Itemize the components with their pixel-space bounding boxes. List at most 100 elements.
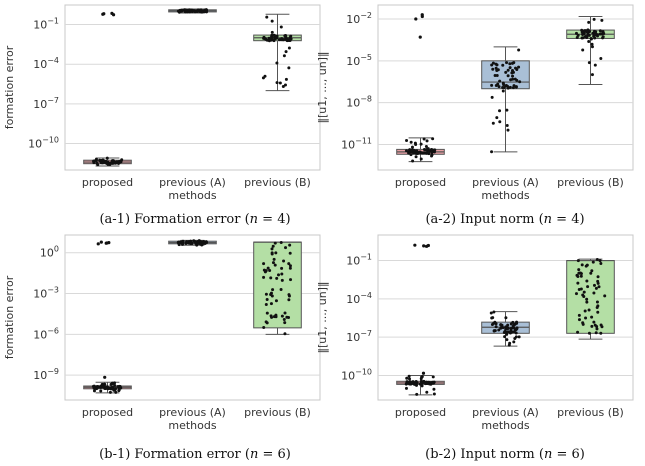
sample-point [274,299,278,303]
sample-point [518,80,522,84]
sample-point [494,322,498,326]
sample-point [283,332,287,336]
sample-point [511,86,515,90]
sample-point [597,285,601,289]
sample-point [94,158,98,162]
sample-point [289,37,293,41]
sample-point [270,19,274,23]
sample-point [429,381,433,385]
x-axis-label: methods [481,419,529,432]
y-axis-label: formation error [3,45,16,129]
sample-point [590,269,594,273]
sample-point [102,382,106,386]
sample-point [509,327,513,331]
x-axis-label: methods [168,189,216,202]
y-tick-label: 10−2 [346,11,372,26]
sample-point [498,79,502,83]
sample-point [105,156,109,160]
sample-point [505,123,509,127]
x-tick-label: proposed [82,406,133,419]
sample-point [592,320,596,324]
sample-point [495,74,499,78]
sample-point [188,8,192,12]
sample-point [593,36,597,40]
sample-point [421,151,425,155]
y-tick-label: 10−7 [33,96,59,111]
box-proposed [396,243,445,396]
sample-point [576,259,580,263]
sample-point [517,65,521,69]
y-tick-label: 10−3 [33,286,59,301]
sample-point [596,34,600,38]
sample-point [592,283,596,287]
flier-point [96,242,100,246]
sample-point [600,18,604,22]
sample-point [275,61,279,65]
sample-point [265,38,269,42]
sample-point [92,386,96,390]
sample-point [576,281,580,285]
sample-point [599,32,603,36]
sample-point [585,297,589,301]
sample-point [412,381,416,385]
sample-point [499,323,503,327]
sample-point [593,63,597,67]
sample-point [494,325,498,329]
sample-point [590,324,594,328]
sample-point [273,35,277,39]
sample-point [188,241,192,245]
flier-point [421,371,426,375]
sample-point [267,36,271,40]
sample-point [581,321,585,325]
sample-point [288,243,292,247]
sample-point [514,66,518,70]
box-previous-a- [481,46,530,154]
sample-point [430,150,434,154]
sample-point [280,266,284,270]
box-previous-a- [168,239,217,247]
sample-point [272,38,276,42]
sample-point [493,73,497,77]
y-tick-label: 10−8 [346,95,372,110]
flier-point [103,375,107,379]
sample-point [582,290,586,294]
panel-caption: (a-2) Input norm (n = 4) [425,212,584,227]
sample-point [590,315,594,319]
sample-point [431,375,435,379]
sample-point [99,384,103,388]
sample-point [181,242,185,246]
sample-point [270,294,274,298]
sample-point [265,311,269,315]
flier-point [420,14,424,19]
sample-point [595,300,599,304]
sample-point [425,139,429,143]
x-tick-label: proposed [395,176,446,189]
sample-point [577,268,581,272]
sample-point [596,275,600,279]
sample-point [287,293,291,297]
sample-point [506,86,510,90]
sample-point [265,298,269,302]
sample-point [587,20,591,24]
sample-point [503,335,507,339]
sample-point [204,9,208,13]
sample-point [490,63,494,67]
sample-point [105,161,109,165]
box-previous-b- [253,241,302,336]
sample-point [407,377,411,381]
sample-point [269,302,273,306]
sample-point [264,303,268,307]
sample-point [590,45,594,49]
y-tick-label: 10−4 [346,291,372,306]
sample-point [510,61,514,65]
sample-point [111,382,115,386]
sample-point [584,264,588,268]
sample-point [264,292,268,296]
sample-point [585,300,589,304]
sample-point [281,85,285,89]
sample-point [598,259,602,263]
sample-point [587,39,591,43]
x-tick-label: previous (A) [472,176,539,189]
box-previous-a- [481,310,530,347]
